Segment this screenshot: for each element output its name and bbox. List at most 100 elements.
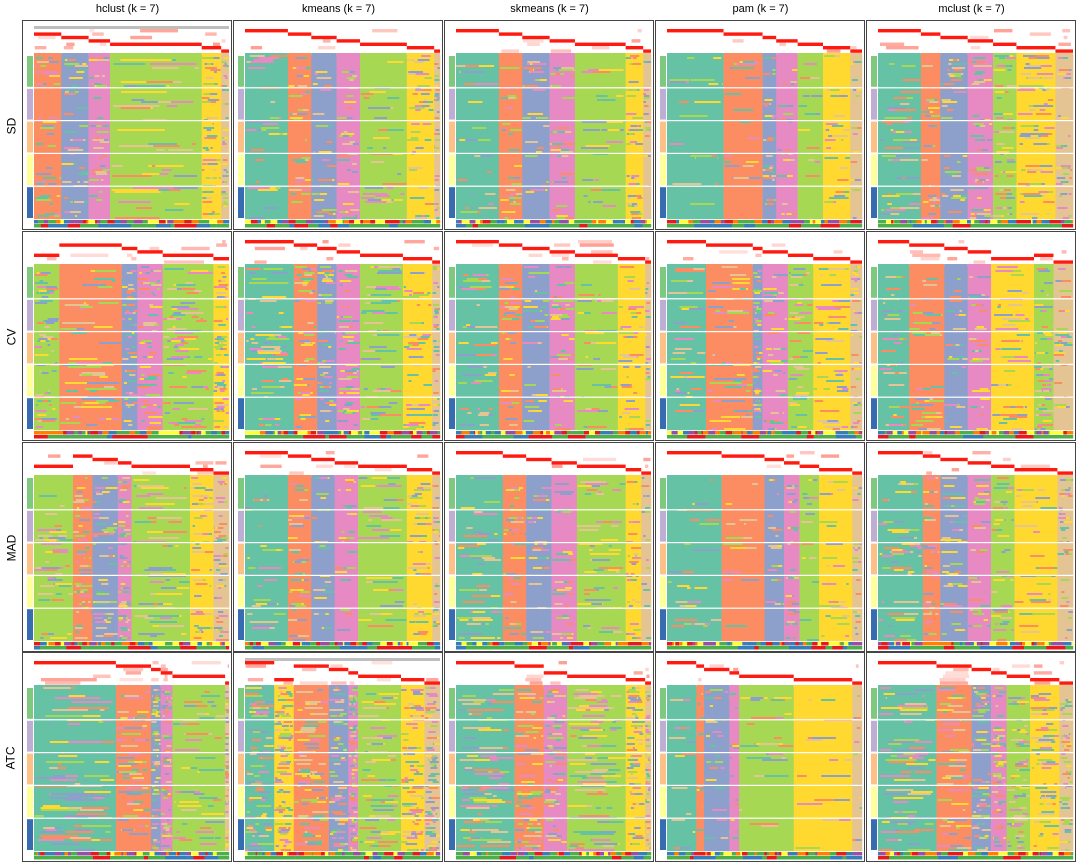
heatmap-cell [625, 85, 644, 88]
heatmap-cell [216, 159, 221, 162]
heatmap-cell [797, 195, 824, 198]
bottom-annotation-cell [354, 220, 361, 224]
heatmap-cell [667, 143, 724, 146]
heatmap-cell [209, 211, 215, 214]
heatmap-cell [498, 75, 523, 78]
heatmap-cell [574, 131, 626, 134]
heatmap-cell [967, 95, 994, 98]
bottom-annotation-cell [634, 224, 643, 228]
heatmap-cell [723, 215, 763, 218]
heatmap-cell [625, 115, 644, 118]
heatmap-cell [989, 123, 993, 126]
heatmap-cell [287, 213, 312, 216]
heatmap-cell [974, 73, 987, 76]
heatmap-cell [406, 211, 435, 214]
heatmap-cell [456, 89, 500, 92]
heatmap-cell [360, 109, 408, 112]
heatmap-cell [1016, 59, 1056, 62]
heatmap-cell [667, 121, 724, 124]
heatmap-cell [498, 215, 523, 218]
heatmap-cell [522, 143, 550, 146]
heatmap-cell [436, 111, 440, 114]
heatmap-cell [625, 169, 644, 172]
heatmap-cell [498, 137, 523, 140]
heatmap-cell [940, 167, 968, 170]
heatmap-cell [221, 213, 230, 216]
heatmap-cell [1016, 131, 1056, 134]
heatmap-cell [498, 55, 523, 58]
heatmap-cell [993, 133, 1017, 136]
bottom-annotation-cell [136, 220, 143, 224]
bottom-annotation-cell [155, 224, 172, 228]
heatmap-cell [34, 193, 62, 196]
heatmap-cell [456, 169, 500, 172]
heatmap-cell [327, 77, 332, 80]
heatmap-cell [574, 111, 626, 114]
heatmap-cell [1020, 73, 1032, 76]
heatmap-cell [557, 127, 569, 130]
heatmap-cell [929, 111, 934, 114]
bottom-annotation-cell [738, 220, 746, 224]
bottom-annotation-cell [581, 220, 589, 224]
heatmap-cell [311, 137, 337, 140]
heatmap-cell [522, 205, 550, 208]
heatmap-cell [270, 55, 287, 58]
heatmap-cell [287, 83, 312, 86]
heatmap-cell [940, 203, 968, 206]
class-label-cell [522, 53, 550, 56]
heatmap-cell [498, 175, 523, 178]
heatmap-cell [878, 63, 922, 66]
bottom-annotation-cell [560, 220, 568, 224]
heatmap-cell [48, 183, 57, 186]
heatmap-cell [574, 67, 626, 70]
heatmap-cell [409, 197, 425, 200]
heatmap-cell [776, 71, 798, 74]
heatmap-cell [498, 159, 523, 162]
heatmap-cell [336, 61, 361, 64]
row-title-text: SD [4, 117, 18, 134]
heatmap-cell [146, 91, 167, 94]
heatmap-cell [878, 77, 922, 80]
heatmap-cell [1025, 137, 1038, 140]
heatmap-cell [507, 95, 517, 98]
heatmap-cell [463, 83, 476, 86]
heatmap-cell [1038, 135, 1041, 138]
heatmap-cell [201, 109, 222, 112]
heatmap-cell [951, 63, 966, 66]
heatmap-cell [1016, 205, 1056, 208]
heatmap-cell [667, 127, 724, 130]
heatmap-cell [406, 163, 435, 166]
heatmap-cell [110, 161, 202, 164]
heatmap-cell [772, 137, 776, 140]
heatmap-cell [940, 125, 968, 128]
heatmap-cell [64, 63, 80, 66]
heatmap-cell [156, 149, 165, 152]
heatmap-cell [532, 89, 546, 92]
heatmap-cell [632, 217, 641, 220]
heatmap-cell [823, 189, 851, 192]
heatmap-cell [549, 187, 576, 190]
heatmap-cell [633, 111, 643, 114]
heatmap-cell [765, 169, 773, 172]
heatmap-cell [549, 75, 576, 78]
heatmap-cell [1055, 65, 1074, 68]
heatmap-cell [929, 101, 939, 104]
heatmap-cell [974, 171, 987, 174]
heatmap-cell [632, 117, 637, 120]
heatmap-cell [95, 171, 107, 174]
heatmap-cell [625, 137, 644, 140]
heatmap-cell [637, 197, 643, 200]
bottom-annotation-cell [523, 220, 531, 224]
heatmap-cell [920, 121, 941, 124]
heatmap-cell [221, 115, 230, 118]
heatmap-cell [643, 179, 652, 182]
heatmap-cell [535, 151, 542, 154]
bottom-annotation-cell [943, 224, 953, 228]
heatmap-cell [434, 133, 439, 136]
heatmap-cell [110, 171, 202, 174]
heatmap-cell [88, 217, 111, 220]
heatmap-cell [73, 215, 82, 218]
heatmap-cell [723, 129, 763, 132]
heatmap-cell [297, 85, 308, 88]
heatmap-cell [311, 79, 337, 82]
